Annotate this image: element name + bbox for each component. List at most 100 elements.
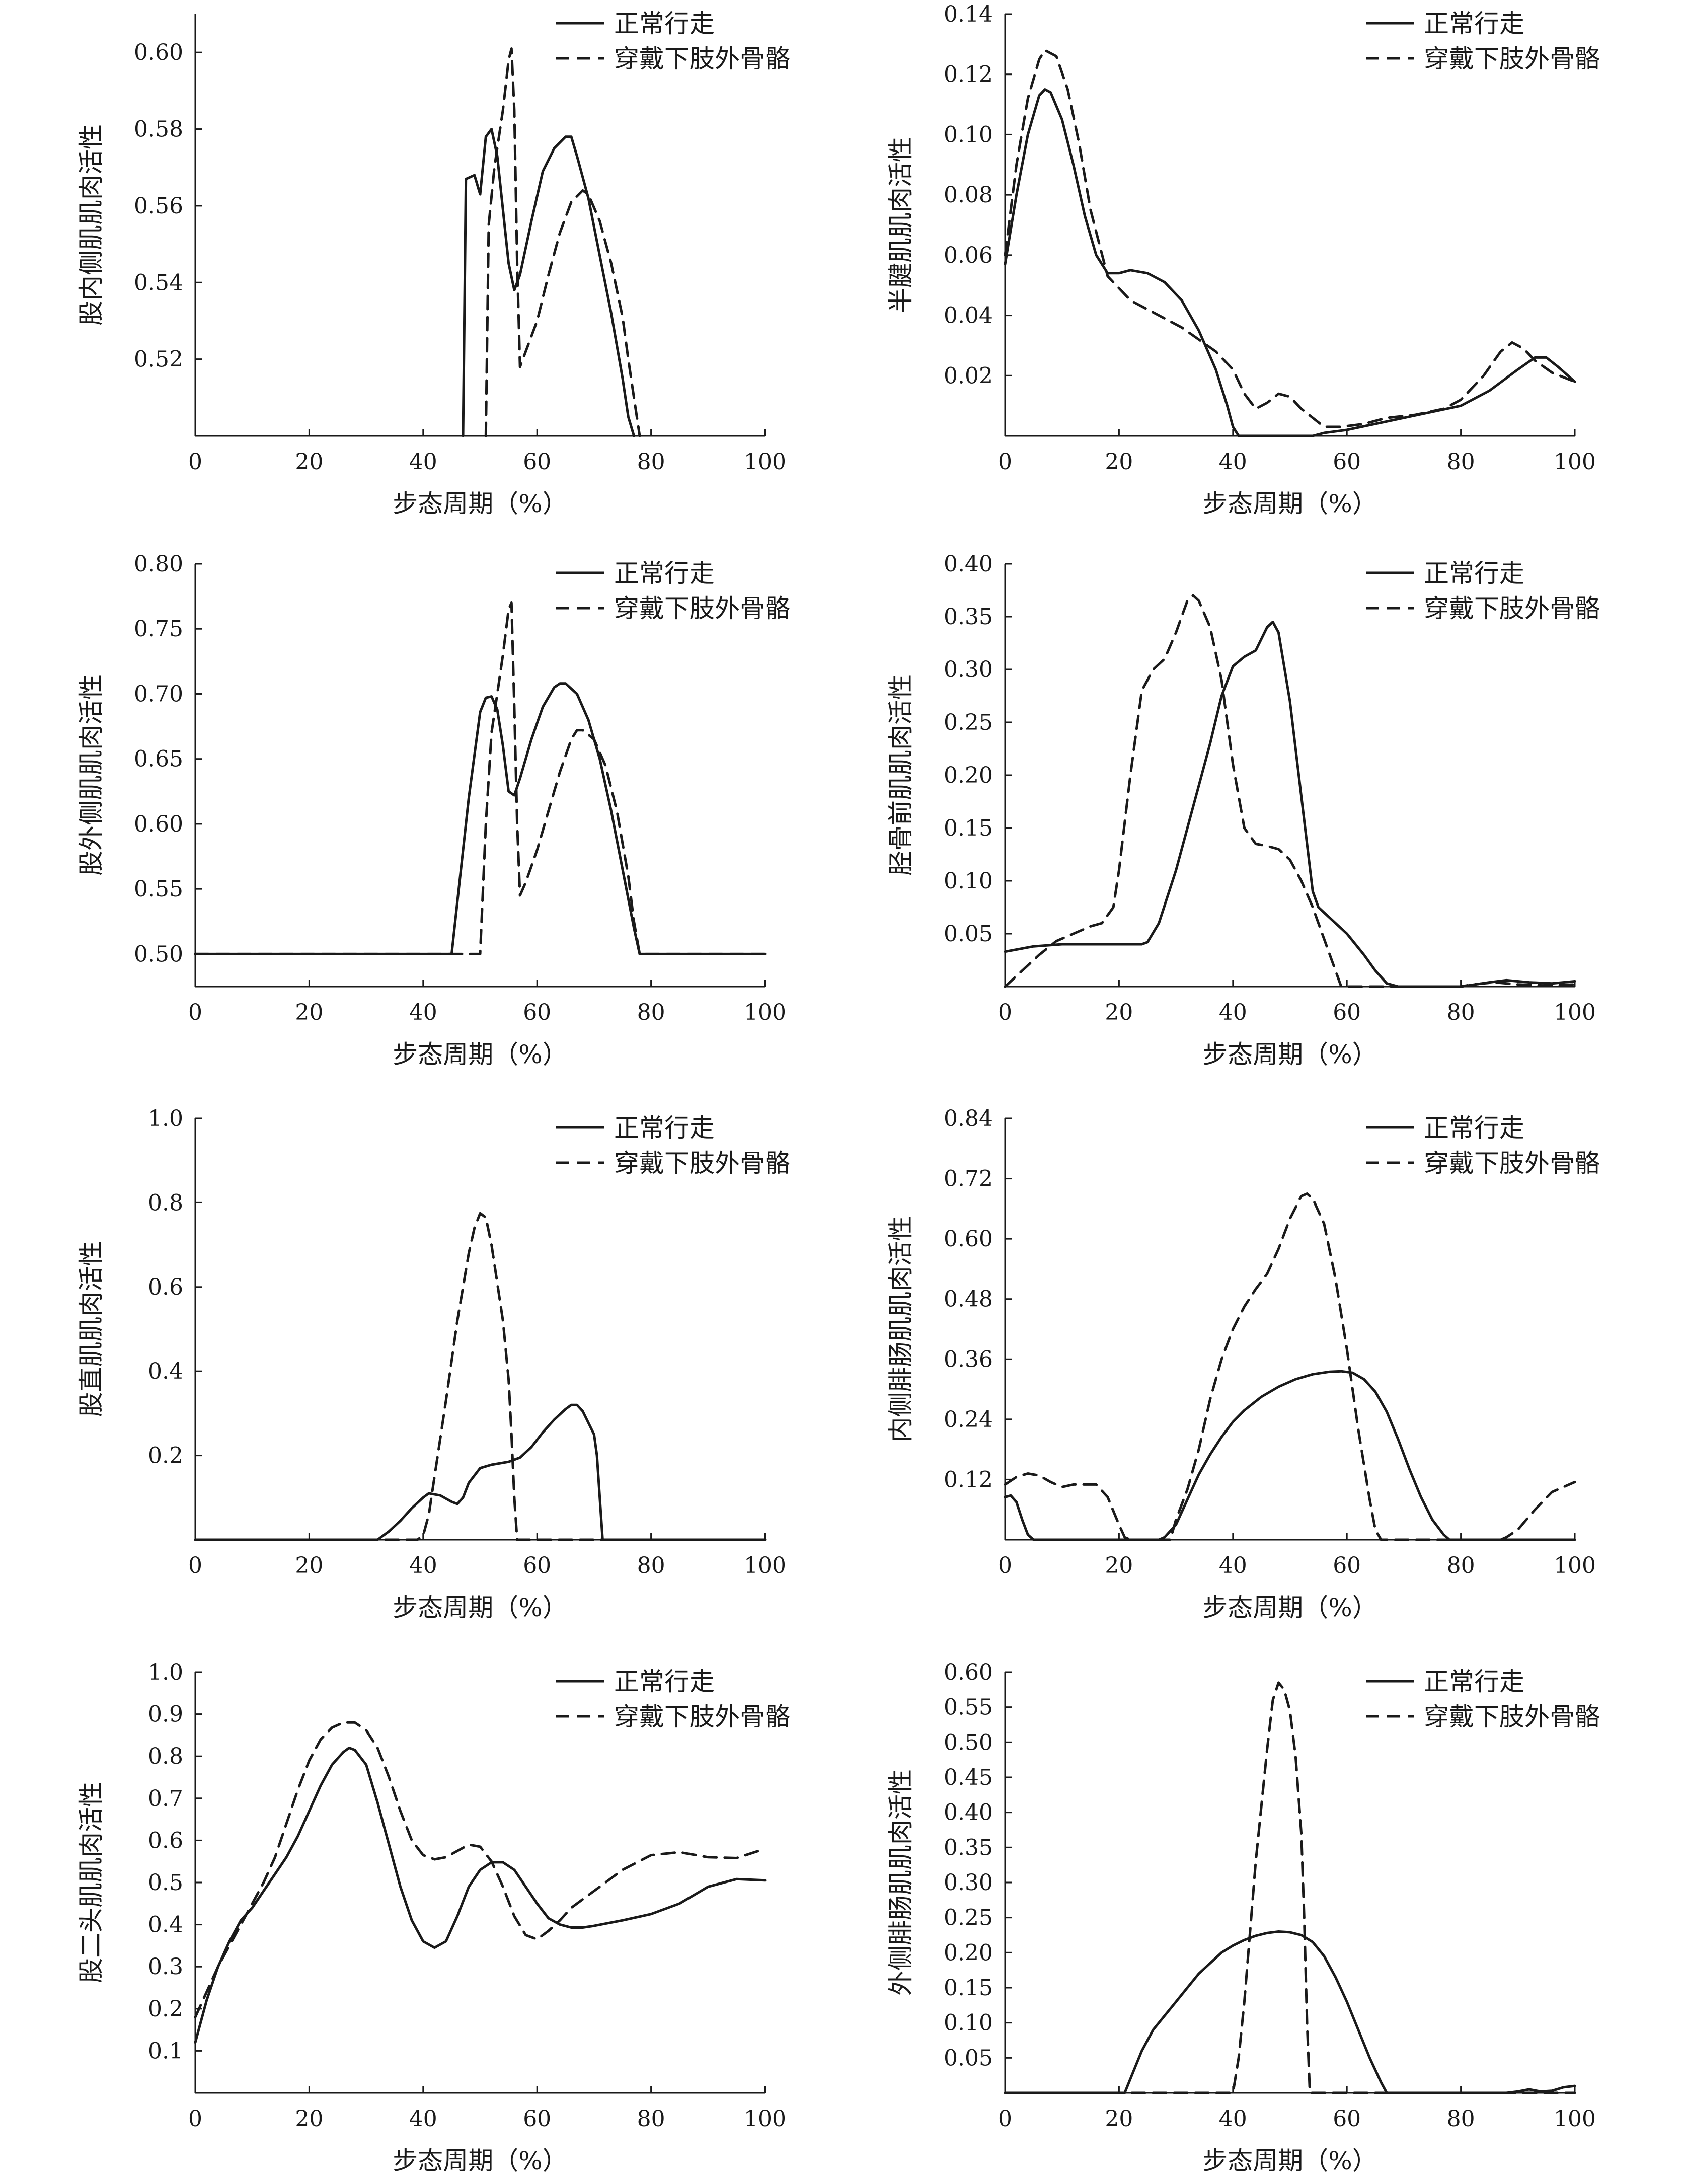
- y-tick-label: 0.8: [148, 1190, 183, 1216]
- x-tick-label: 0: [188, 449, 202, 475]
- y-tick-label: 0.84: [944, 1106, 993, 1132]
- y-tick-label: 0.04: [944, 303, 993, 329]
- series-line-normal: [1004, 1930, 1576, 2094]
- series-line-normal: [1004, 1370, 1576, 1541]
- x-tick-label: 100: [1554, 449, 1596, 475]
- series-line-normal: [462, 128, 636, 437]
- x-tick-label: 100: [1554, 1000, 1596, 1025]
- y-tick-label: 0.70: [134, 681, 183, 707]
- x-tick-label: 40: [409, 1553, 437, 1578]
- series-line-normal: [194, 682, 767, 955]
- legend-label-normal: 正常行走: [1424, 1667, 1524, 1696]
- x-axis-title: 步态周期（%）: [1202, 1040, 1377, 1069]
- y-axis-title: 内侧腓肠肌肌肉活性: [886, 1216, 915, 1443]
- series-line-exoskeleton: [1004, 1681, 1576, 2094]
- x-tick-label: 60: [1333, 2106, 1361, 2132]
- y-tick-label: 0.60: [944, 1226, 993, 1252]
- x-tick-label: 60: [523, 2106, 551, 2132]
- series-line-exoskeleton: [1004, 594, 1576, 988]
- y-tick-label: 0.8: [148, 1744, 183, 1769]
- x-tick-label: 80: [637, 1000, 665, 1025]
- x-tick-label: 60: [1333, 1000, 1361, 1025]
- y-axis-title: 股二头肌肌肉活性: [76, 1782, 106, 1983]
- legend-label-normal: 正常行走: [614, 1667, 715, 1696]
- y-tick-label: 0.06: [944, 243, 993, 268]
- x-tick-label: 80: [637, 2106, 665, 2132]
- legend-label-exoskeleton: 穿戴下肢外骨骼: [1424, 594, 1600, 623]
- x-tick-label: 0: [998, 1553, 1012, 1578]
- legend-label-exoskeleton: 穿戴下肢外骨骼: [1424, 1702, 1600, 1731]
- x-tick-label: 100: [744, 1553, 786, 1578]
- x-tick-label: 60: [523, 1000, 551, 1025]
- y-axis-title: 股外侧肌肌肉活性: [76, 674, 106, 876]
- chart-panel-2: 0 20 40 60 80 100 0.02 0.04 0.06 0.08 0.10 0.12 0.14…: [886, 2, 1600, 518]
- chart-panel-5: 0 20 40 60 80 100 0.2 0.4 0.6 0.8 1.0 步态周期（%） 股直肌肌肉活…: [76, 1106, 790, 1622]
- y-tick-label: 0.6: [148, 1828, 183, 1853]
- x-tick-label: 100: [1554, 1553, 1596, 1578]
- series-line-exoskeleton: [484, 47, 641, 437]
- y-axis-title: 股直肌肌肉活性: [76, 1241, 106, 1417]
- legend-label-normal: 正常行走: [1424, 1113, 1524, 1143]
- legend-label-exoskeleton: 穿戴下肢外骨骼: [1424, 1149, 1600, 1178]
- y-tick-label: 0.05: [944, 2045, 993, 2071]
- y-tick-label: 0.54: [134, 270, 183, 295]
- y-tick-label: 0.20: [944, 1940, 993, 1966]
- x-tick-label: 40: [409, 2106, 437, 2132]
- y-tick-label: 0.3: [148, 1954, 183, 1980]
- legend-label-exoskeleton: 穿戴下肢外骨骼: [614, 594, 790, 623]
- y-tick-label: 0.40: [944, 551, 993, 577]
- y-tick-label: 0.24: [944, 1407, 993, 1433]
- chart-panel-7: 0 20 40 60 80 100 0.1 0.2 0.3 0.4 0.5 0.6 0.7 0.8 0.9 1…: [76, 1660, 790, 2175]
- series-line-exoskeleton: [194, 1721, 767, 2018]
- x-tick-label: 0: [188, 1553, 202, 1578]
- series-line-exoskeleton: [1004, 1192, 1576, 1541]
- y-tick-label: 0.6: [148, 1274, 183, 1300]
- y-tick-label: 0.12: [944, 1467, 993, 1492]
- y-tick-label: 0.4: [148, 1912, 183, 1938]
- y-tick-label: 1.0: [148, 1106, 183, 1132]
- y-tick-label: 0.05: [944, 921, 993, 947]
- y-tick-label: 0.20: [944, 763, 993, 788]
- chart-panel-6: 0 20 40 60 80 100 0.12 0.24 0.36 0.48 0.60 0.72 0.84…: [886, 1106, 1600, 1622]
- x-tick-label: 20: [1105, 2106, 1133, 2132]
- legend-label-exoskeleton: 穿戴下肢外骨骼: [1424, 44, 1600, 73]
- x-tick-label: 0: [188, 1000, 202, 1025]
- legend-label-normal: 正常行走: [614, 559, 715, 588]
- series-line-normal: [194, 1403, 767, 1541]
- y-tick-label: 0.48: [944, 1287, 993, 1312]
- y-tick-label: 0.40: [944, 1800, 993, 1826]
- x-tick-label: 40: [409, 1000, 437, 1025]
- y-tick-label: 0.30: [944, 657, 993, 683]
- y-tick-label: 0.55: [944, 1695, 993, 1720]
- y-tick-label: 0.2: [148, 1443, 183, 1469]
- x-tick-label: 20: [295, 449, 323, 475]
- y-tick-label: 0.14: [944, 2, 993, 27]
- y-tick-label: 0.12: [944, 62, 993, 88]
- chart-panel-8: 0 20 40 60 80 100 0.05 0.10 0.15 0.20 0.25 0.30 0.35…: [886, 1660, 1600, 2175]
- y-tick-label: 0.35: [944, 604, 993, 630]
- chart-panel-3: 0 20 40 60 80 100 0.50 0.55 0.60 0.65 0.70 0.75 0.80…: [76, 551, 790, 1069]
- y-tick-label: 0.15: [944, 815, 993, 841]
- y-tick-label: 0.25: [944, 1905, 993, 1931]
- x-axis-title: 步态周期（%）: [393, 2146, 568, 2175]
- x-tick-label: 80: [1447, 449, 1475, 475]
- x-tick-label: 40: [1219, 449, 1247, 475]
- x-tick-label: 40: [1219, 2106, 1247, 2132]
- series-line-normal: [194, 1747, 767, 2044]
- y-tick-label: 1.0: [148, 1660, 183, 1685]
- x-tick-label: 20: [1105, 1553, 1133, 1578]
- x-axis-title: 步态周期（%）: [1202, 2146, 1377, 2175]
- y-tick-label: 0.50: [944, 1729, 993, 1755]
- y-tick-label: 0.60: [944, 1660, 993, 1685]
- legend-label-normal: 正常行走: [1424, 9, 1524, 38]
- x-axis-title: 步态周期（%）: [393, 1593, 568, 1622]
- x-tick-label: 100: [744, 2106, 786, 2132]
- x-tick-label: 60: [523, 1553, 551, 1578]
- x-tick-label: 60: [1333, 1553, 1361, 1578]
- y-tick-label: 0.58: [134, 117, 183, 142]
- x-axis-title: 步态周期（%）: [393, 489, 568, 518]
- y-tick-label: 0.25: [944, 710, 993, 735]
- x-tick-label: 80: [1447, 1000, 1475, 1025]
- y-tick-label: 0.60: [134, 811, 183, 837]
- y-axis-title: 外侧腓肠肌肌肉活性: [886, 1769, 915, 1996]
